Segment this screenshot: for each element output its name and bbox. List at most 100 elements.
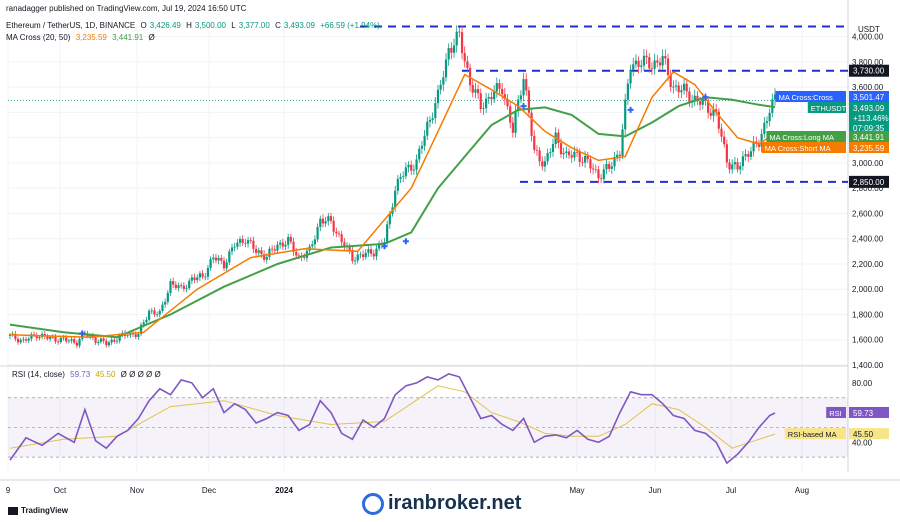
- candle-body: [222, 260, 226, 269]
- candle-body: [640, 65, 643, 67]
- candle-body: [527, 90, 531, 113]
- candle-body: [549, 152, 552, 153]
- price-labels[interactable]: 3,730.00 2,850.00 MA Cross:Cross 3,501.47 ET…: [761, 64, 889, 440]
- price-tick-label: 2,600.00: [852, 209, 884, 218]
- rsi-legend[interactable]: RSI (14, close) 59.73 45.50 Ø Ø Ø Ø Ø: [12, 370, 164, 379]
- candle-body: [150, 310, 153, 312]
- candle-body: [246, 240, 250, 244]
- candle-body: [319, 218, 322, 228]
- candle-body: [471, 85, 474, 93]
- candle-body: [559, 142, 563, 155]
- candle-body: [562, 153, 565, 155]
- candle-body: [206, 268, 210, 277]
- candle-body: [696, 95, 699, 102]
- ma-cross-label-value: 3,501.47: [853, 93, 885, 102]
- candle-body: [324, 221, 327, 224]
- candle-body: [693, 95, 696, 101]
- candles: [8, 25, 777, 349]
- candle-body: [747, 154, 750, 157]
- candle-body: [316, 227, 319, 240]
- candle-body: [482, 108, 485, 110]
- candle-body: [295, 251, 298, 256]
- candle-body: [105, 340, 108, 346]
- candle-body: [434, 103, 437, 119]
- candle-body: [728, 162, 731, 170]
- candle-body: [674, 85, 678, 87]
- ma-long-label-value-box: [849, 131, 889, 142]
- candle-body: [415, 159, 418, 170]
- candle-body: [364, 252, 367, 258]
- level-label: 3,730.00: [853, 67, 885, 76]
- horizontal-levels: [8, 25, 848, 183]
- candle-body: [519, 95, 522, 100]
- candle-body: [254, 248, 258, 253]
- ma-cross-marker: [381, 243, 388, 250]
- candle-body: [503, 94, 506, 100]
- candle-body: [113, 339, 116, 342]
- symbol-legend[interactable]: Ethereum / TetherUS, 1D, BINANCE O 3,426.…: [6, 21, 383, 30]
- candle-body: [600, 178, 603, 180]
- brand-text: TradingView: [21, 506, 68, 515]
- candle-body: [442, 77, 445, 85]
- candle-body: [198, 273, 202, 278]
- ma-visibility-icon[interactable]: Ø: [148, 33, 155, 42]
- candle-body: [773, 94, 777, 100]
- candle-body: [225, 262, 228, 269]
- candle-body: [602, 169, 605, 180]
- candle-body: [145, 319, 148, 323]
- rsi-ma-line: [9, 385, 776, 449]
- ethusdt-label-tag-text: ETHUSDT: [811, 104, 847, 113]
- candle-body: [177, 285, 180, 288]
- candle-body: [404, 167, 407, 177]
- candle-body: [699, 101, 702, 105]
- candle-body: [610, 166, 613, 169]
- candle-body: [196, 277, 199, 281]
- candle-body: [372, 253, 375, 257]
- candle-body: [102, 338, 105, 341]
- rsi-title: RSI (14, close): [12, 370, 65, 379]
- close-value: 3,493.09: [283, 21, 315, 30]
- ma-cross-marker: [79, 330, 86, 337]
- candle-body: [418, 148, 421, 160]
- price-tick-label: 1,600.00: [852, 336, 884, 345]
- tradingview-brand[interactable]: TradingView: [8, 506, 68, 515]
- time-axis: 9 Oct Nov Dec 2024 May Jun Jul Aug: [6, 486, 809, 495]
- candle-body: [739, 166, 742, 170]
- candle-body: [343, 242, 346, 248]
- candle-body: [485, 98, 488, 109]
- candle-body: [474, 89, 477, 93]
- candle-body: [450, 47, 453, 53]
- candle-body: [511, 122, 514, 133]
- candle-body: [715, 109, 718, 112]
- rsi-ma-label-tag-text: RSI-based MA: [788, 430, 837, 439]
- candle-body: [410, 164, 413, 171]
- ethusdt-label-value: 3,493.09: [853, 104, 885, 113]
- candle-body: [54, 336, 57, 342]
- candle-body: [709, 112, 712, 116]
- ma-cross-marker: [702, 94, 709, 101]
- candle-body: [399, 176, 402, 179]
- candle-body: [525, 79, 528, 91]
- candle-body: [720, 128, 723, 137]
- candle-body: [594, 169, 597, 171]
- rsi-extra-values: Ø Ø Ø Ø Ø: [120, 370, 161, 379]
- candle-body: [97, 341, 100, 343]
- candle-body: [78, 338, 81, 346]
- candle-body: [476, 89, 480, 94]
- candle-body: [632, 64, 635, 70]
- price-tick-label: 1,400.00: [852, 361, 884, 370]
- rsi-ma-label-value: 45.50: [853, 430, 874, 439]
- candle-body: [578, 152, 581, 162]
- time-tick-label: Dec: [202, 486, 216, 495]
- candle-body: [356, 254, 359, 261]
- candle-body: [597, 169, 600, 179]
- candle-body: [487, 97, 490, 99]
- level-label: 2,850.00: [853, 178, 885, 187]
- candle-body: [428, 119, 432, 122]
- ma-title: MA Cross (20, 50): [6, 33, 71, 42]
- ethusdt-label-value-box: [849, 102, 889, 133]
- ma-legend[interactable]: MA Cross (20, 50) 3,235.59 3,441.91 Ø: [6, 33, 158, 42]
- candle-body: [271, 248, 274, 250]
- ma-cross-marker: [520, 103, 527, 110]
